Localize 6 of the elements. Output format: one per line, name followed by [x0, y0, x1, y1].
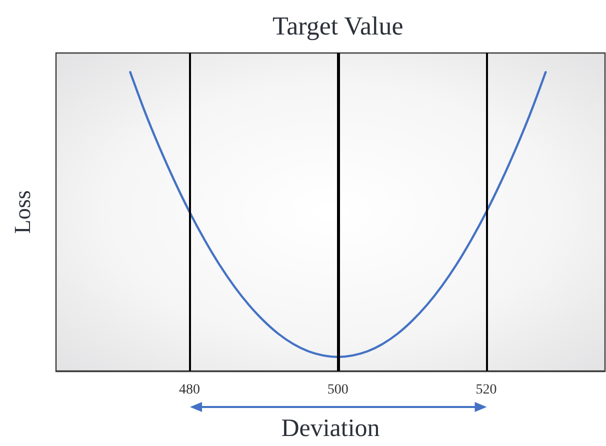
x-tick-label: 480 [179, 382, 200, 398]
x-tick-label: 520 [476, 382, 497, 398]
ref-line-label: Target Value [272, 12, 404, 40]
x-tick-label: 500 [327, 382, 348, 398]
x-axis-title: Deviation [281, 415, 380, 442]
y-axis-title: Loss [10, 190, 35, 234]
